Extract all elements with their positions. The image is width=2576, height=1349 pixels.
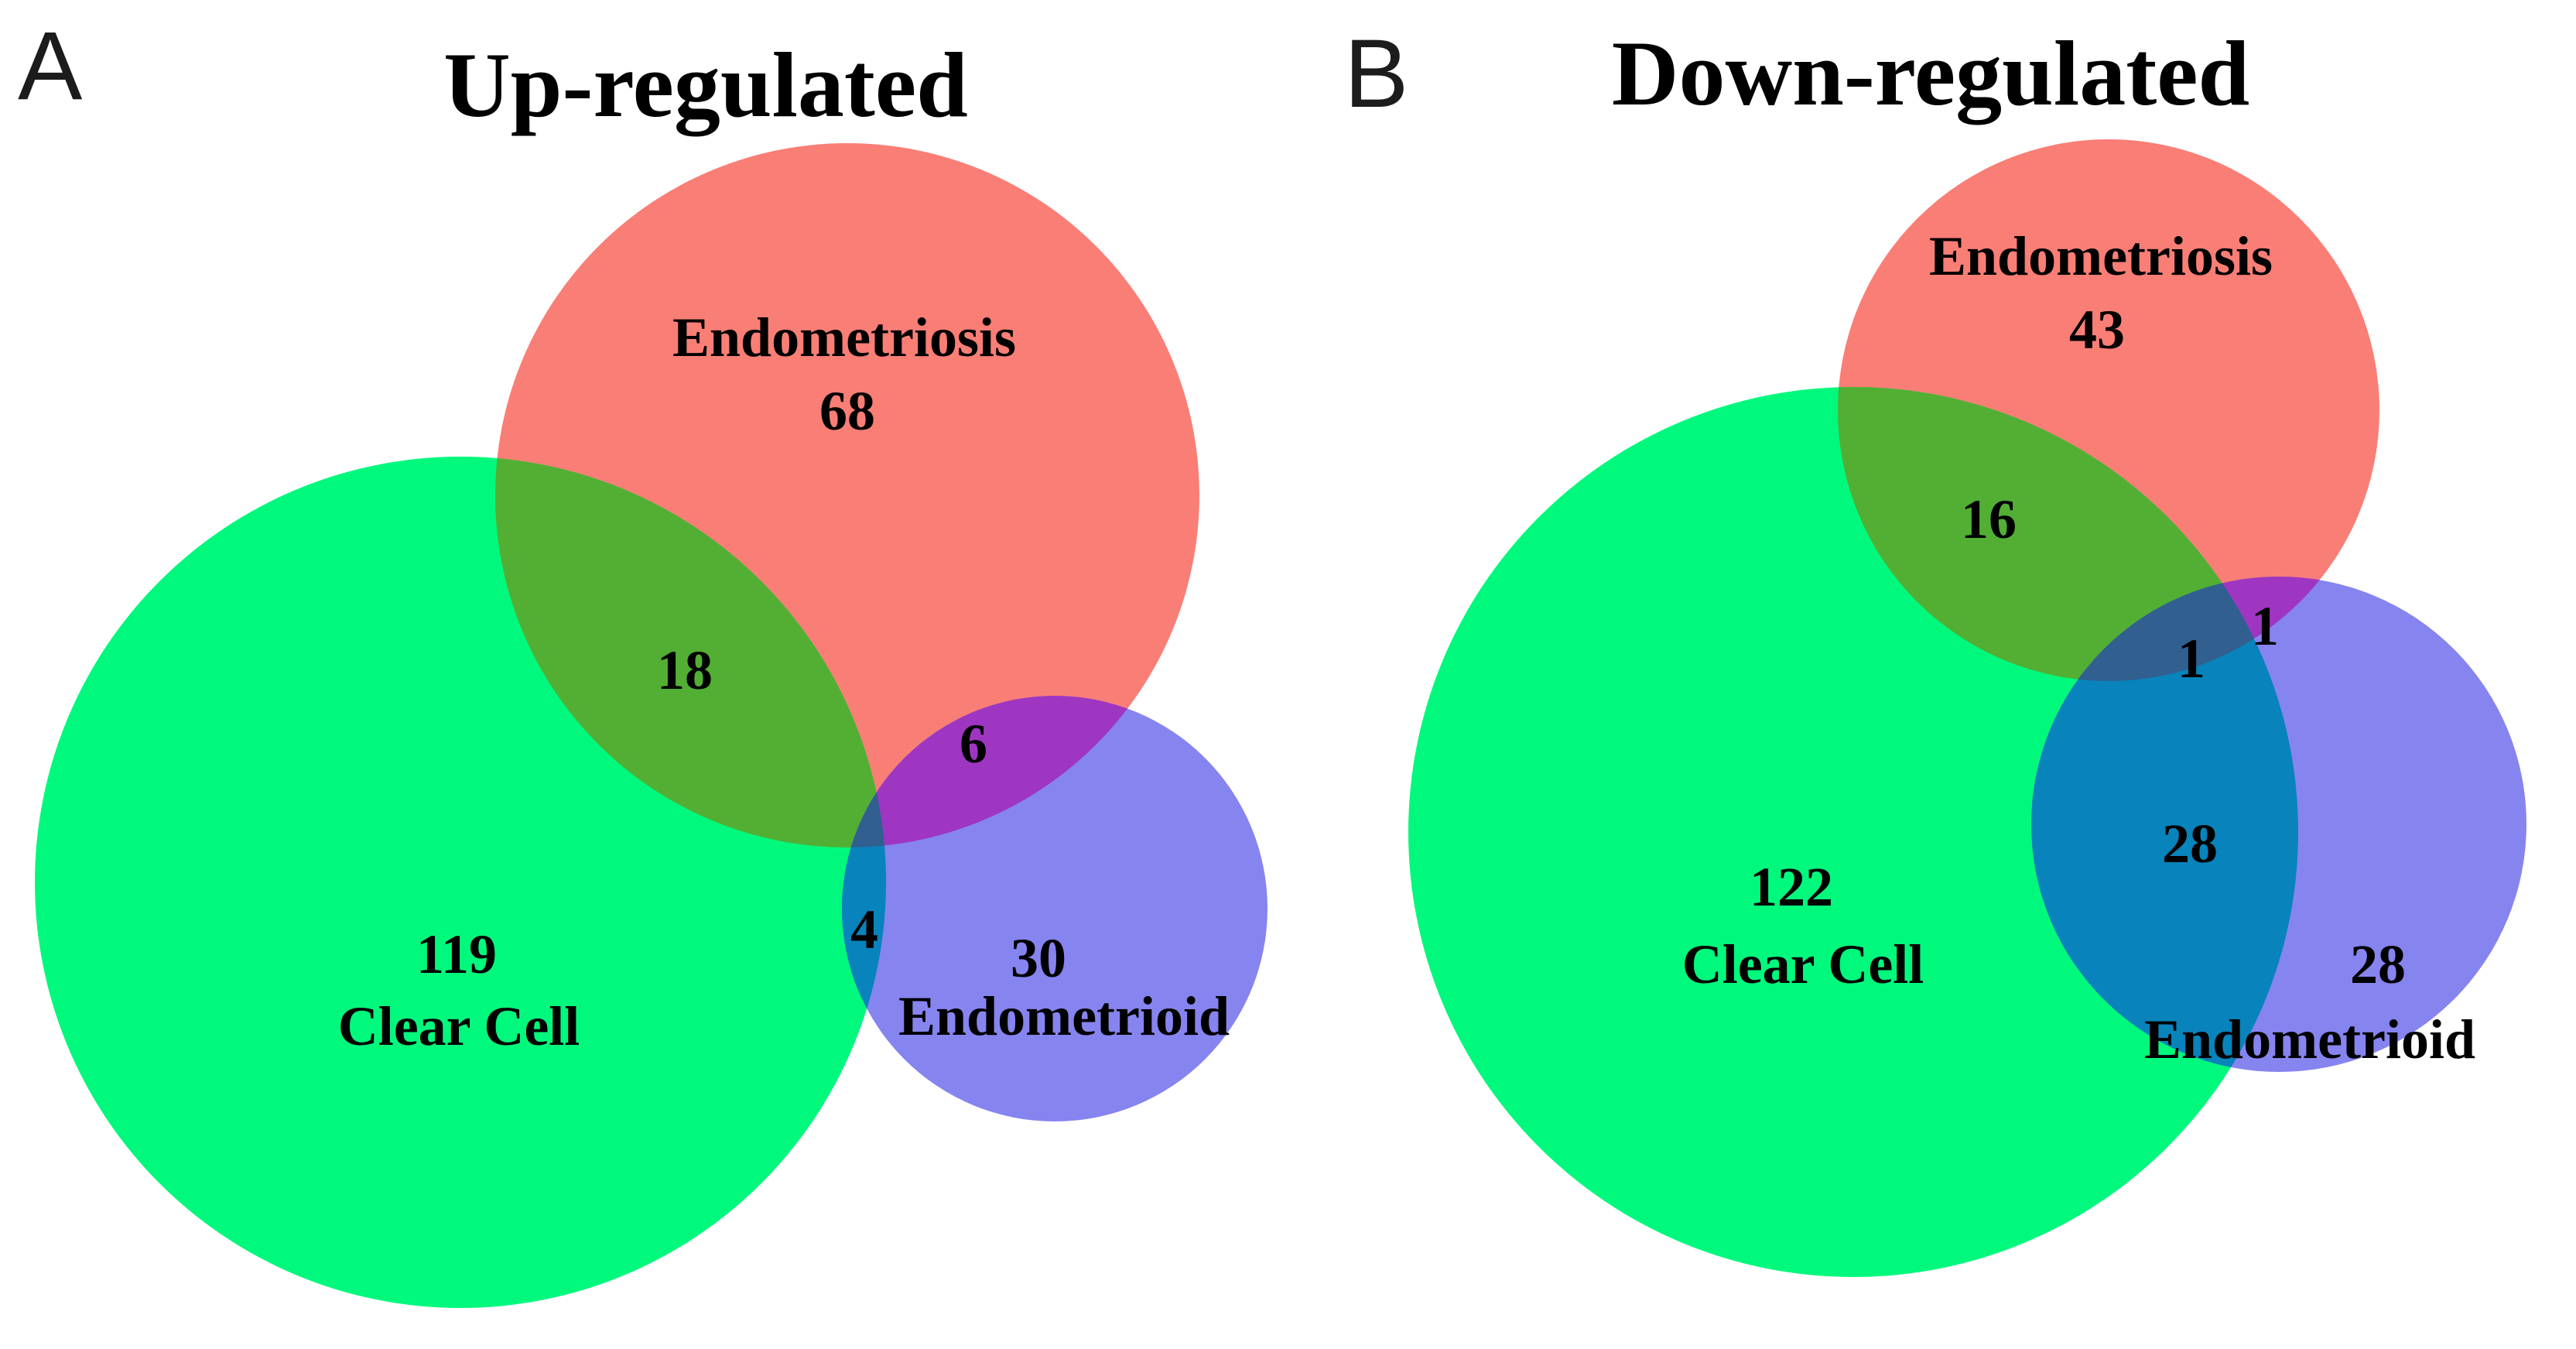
endometriosis-endometrioid-value: 1 [2251, 595, 2279, 657]
panel-a-venn: A Up-regulated Endometriosis 68 18 6 4 1… [18, 12, 1267, 1308]
endometriosis-value: 68 [819, 380, 875, 442]
clear-cell-label: Clear Cell [1682, 933, 1924, 995]
panel-b-venn: B Down-regulated Endometriosis 43 16 1 1… [1344, 20, 2526, 1277]
clear-cell-endometrioid-value: 4 [850, 899, 878, 960]
clear-cell-value: 119 [416, 923, 497, 985]
endometriosis-clear-cell-value: 18 [657, 639, 713, 701]
endometrioid-label: Endometrioid [898, 985, 1230, 1047]
endometrioid-value: 28 [2350, 933, 2406, 995]
endometriosis-label: Endometriosis [672, 306, 1016, 368]
endometriosis-label: Endometriosis [1929, 225, 2273, 287]
endometriosis-value: 43 [2069, 299, 2125, 361]
endometriosis-clear-cell-value: 16 [1961, 488, 2017, 550]
endometriosis-endometrioid-value: 6 [960, 713, 987, 775]
panel-title: Up-regulated [443, 33, 968, 137]
clear-cell-endometrioid-value: 28 [2162, 813, 2218, 875]
clear-cell-value: 122 [1750, 856, 1833, 918]
panel-title: Down-regulated [1612, 22, 2249, 125]
clear-cell-label: Clear Cell [338, 995, 580, 1057]
all-three-value: 1 [2177, 628, 2205, 690]
endometrioid-value: 30 [1011, 927, 1066, 989]
panel-letter: A [18, 12, 83, 120]
panel-letter: B [1344, 20, 1408, 128]
endometrioid-label: Endometrioid [2144, 1008, 2475, 1070]
